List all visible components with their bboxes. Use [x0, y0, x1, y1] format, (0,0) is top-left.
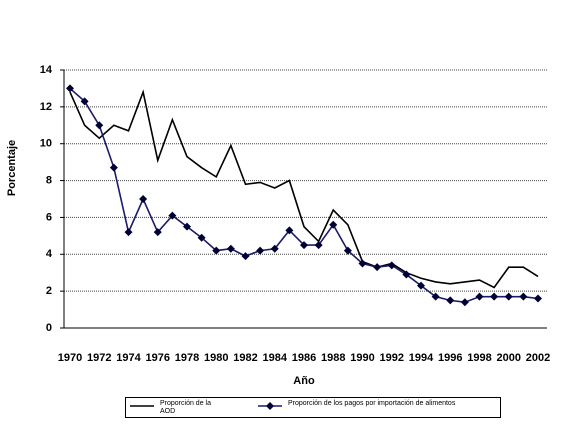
marker — [168, 211, 177, 220]
marker — [66, 84, 74, 93]
marker — [534, 294, 542, 303]
legend-item: Proporción de la AOD — [130, 400, 220, 416]
marker — [358, 259, 367, 268]
x-tick-label: 1974 — [116, 352, 141, 364]
marker — [314, 241, 323, 250]
marker — [285, 226, 294, 235]
marker — [80, 97, 89, 106]
marker — [329, 220, 338, 229]
legend-swatch — [130, 405, 154, 407]
marker — [241, 252, 250, 261]
marker — [300, 241, 308, 250]
marker — [343, 246, 352, 255]
series-line — [69, 89, 539, 289]
marker — [387, 261, 396, 270]
marker — [139, 195, 148, 203]
legend-swatch — [258, 402, 282, 410]
x-tick-label: 1988 — [321, 352, 345, 364]
x-tick-label: 1982 — [233, 352, 257, 364]
marker — [197, 233, 206, 242]
x-tick-label: 2002 — [526, 352, 550, 364]
y-tick-label: 6 — [46, 211, 52, 223]
marker — [402, 270, 411, 279]
marker — [490, 292, 499, 301]
x-tick-label: 1996 — [438, 352, 462, 364]
marker — [226, 244, 235, 253]
x-tick-label: 1998 — [467, 352, 491, 364]
marker — [460, 298, 469, 307]
x-tick-label: 1984 — [263, 352, 288, 364]
y-tick-label: 4 — [46, 248, 53, 260]
x-tick-label: 1978 — [175, 352, 199, 364]
y-tick-label: 14 — [40, 64, 53, 76]
x-tick-label: 1992 — [380, 352, 404, 364]
legend-item: Proporción de los pagos por importación … — [258, 400, 518, 412]
marker — [373, 263, 382, 272]
marker — [109, 163, 118, 172]
marker — [183, 222, 191, 231]
series-line — [69, 87, 539, 304]
marker — [431, 292, 440, 301]
y-tick-label: 2 — [46, 285, 52, 297]
x-tick-label: 1980 — [204, 352, 228, 364]
legend-label: Proporción de los pagos por importación … — [288, 400, 456, 407]
x-tick-label: 1990 — [350, 352, 374, 364]
marker — [475, 292, 484, 301]
marker — [212, 246, 221, 255]
y-axis-label: Porcentaje — [6, 140, 18, 196]
marker — [256, 246, 265, 255]
y-tick-label: 8 — [46, 174, 52, 186]
y-tick-label: 12 — [40, 101, 52, 113]
marker — [153, 228, 162, 237]
marker — [417, 281, 425, 290]
legend-marker — [266, 402, 274, 410]
x-tick-label: 2000 — [497, 352, 521, 364]
x-tick-label: 1986 — [292, 352, 316, 364]
x-tick-label: 1970 — [58, 352, 82, 364]
y-tick-label: 10 — [40, 138, 52, 150]
marker — [95, 121, 104, 130]
x-tick-label: 1994 — [409, 352, 434, 364]
marker — [270, 244, 279, 253]
marker — [446, 296, 455, 305]
x-axis-label: Año — [293, 375, 315, 387]
legend: Proporción de la AOD Proporción de los pa… — [125, 397, 501, 418]
marker — [519, 292, 528, 301]
marker — [124, 228, 133, 237]
marker — [504, 292, 513, 301]
x-tick-label: 1976 — [146, 352, 170, 364]
y-tick-label: 0 — [46, 322, 52, 334]
legend-label: Proporción de la AOD — [160, 400, 211, 415]
x-tick-label: 1972 — [87, 352, 111, 364]
